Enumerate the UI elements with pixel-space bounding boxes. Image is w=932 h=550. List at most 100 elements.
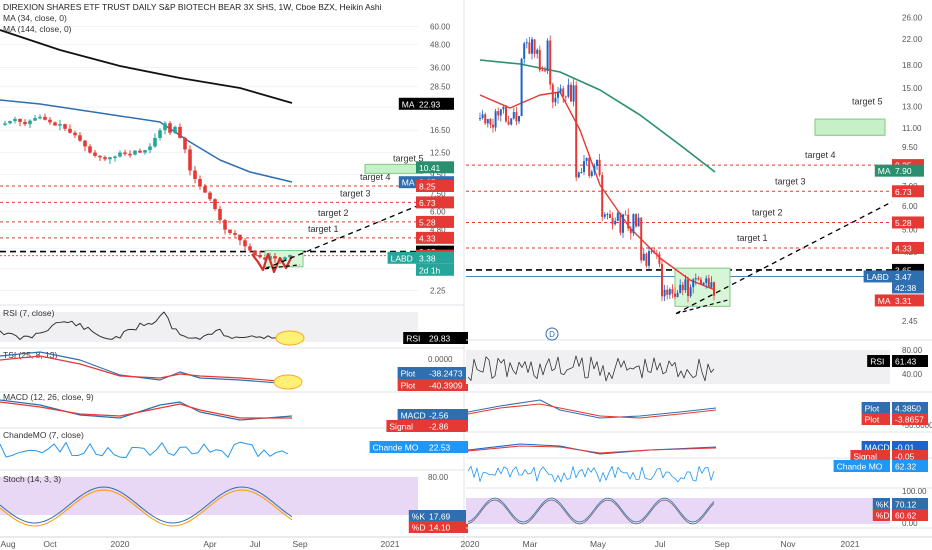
price-tag-name-text: LABD <box>391 253 413 263</box>
candle <box>616 212 619 221</box>
price-tag-label-bg <box>416 196 454 209</box>
candle <box>510 118 513 125</box>
candle <box>549 40 552 85</box>
candle <box>585 157 588 162</box>
candle <box>108 157 112 160</box>
candle <box>223 220 227 230</box>
candle <box>635 214 637 227</box>
pane-label-name-text: RSI <box>870 357 884 367</box>
target-label: target 1 <box>737 233 768 243</box>
candle <box>53 122 57 126</box>
candle <box>689 287 692 297</box>
pane-label-label-text: 29.83 <box>429 334 451 344</box>
pane-label-label-text: -3.8657 <box>895 415 924 425</box>
candle <box>681 284 684 291</box>
candle <box>554 97 557 103</box>
candle <box>492 124 494 128</box>
pane-label-name <box>408 521 426 533</box>
price-tag-label-bg <box>416 161 454 174</box>
candle <box>263 257 267 260</box>
candle <box>601 175 604 217</box>
y-tick-label: 7.50 <box>430 190 446 199</box>
stoch-k-line <box>0 486 293 524</box>
x-tick-label: 2021 <box>381 539 400 549</box>
price-tag-name <box>874 164 892 177</box>
x-tick-label: Sep <box>292 539 307 549</box>
candle <box>533 39 536 54</box>
price-tag-label-text: 8.25 <box>419 182 436 192</box>
y-tick-label: 22.00 <box>902 35 923 44</box>
pane-label-label-bg <box>426 379 468 391</box>
candle <box>559 88 562 93</box>
price-tag-label-bg <box>892 185 924 198</box>
candle <box>208 192 212 200</box>
pane-label-name <box>861 413 890 425</box>
candle <box>658 253 661 264</box>
candle <box>590 171 593 176</box>
price-tag-name <box>398 176 416 189</box>
price-tag-label-text: 4.33 <box>895 243 912 253</box>
x-tick-label: May <box>590 539 607 549</box>
candle <box>544 70 546 72</box>
pane-label-name-text: %D <box>876 511 890 521</box>
pane-label-label-text: 14.10 <box>429 523 451 533</box>
chart-title: DIREXION SHARES ETF TRUST DAILY S&P BIOT… <box>3 2 382 12</box>
trend-line <box>264 264 301 270</box>
target-5-box <box>814 118 886 136</box>
pane-label-name-text: %K <box>876 500 890 510</box>
candle <box>611 217 614 225</box>
pane-label-label-text: -2.56 <box>429 411 449 421</box>
pane-label-name-text: Plot <box>865 404 880 414</box>
ma-34-line <box>0 99 293 183</box>
candle <box>178 126 182 138</box>
x-tick-label: Oct <box>43 539 57 549</box>
candle <box>198 179 202 187</box>
y-tick-label: 28.50 <box>430 82 451 91</box>
pane-label-name <box>369 441 426 453</box>
pane-label-label-text: -0.05 <box>895 452 915 462</box>
y-tick-label: 9.50 <box>902 143 918 152</box>
y-tick-label: 48.00 <box>430 40 451 49</box>
pane-title: TSI (25, 8, 13) <box>3 350 57 360</box>
price-tag-label-text: 3.31 <box>895 296 912 306</box>
candle <box>88 146 92 153</box>
candle <box>575 85 578 178</box>
target-label: target 4 <box>805 150 836 160</box>
y-tick-label: 40.00 <box>902 370 923 379</box>
price-tag-label-text: 5.28 <box>419 217 436 227</box>
x-tick-label: Jul <box>250 539 261 549</box>
target-5-box <box>364 163 424 174</box>
candle <box>666 289 669 295</box>
candle <box>570 84 572 102</box>
price-tag-label-text: 3.38 <box>419 253 436 263</box>
candle <box>710 282 713 288</box>
y-tick-label: 4.80 <box>430 226 446 235</box>
candle <box>707 278 710 288</box>
candle <box>253 250 257 255</box>
candle <box>73 132 77 136</box>
price-tag-label-bg <box>892 164 924 177</box>
pane-label-name <box>850 450 890 462</box>
price-tag-label-bg <box>416 263 454 276</box>
y-tick-label: 0.00 <box>902 519 918 528</box>
price-tag-label-text: 22.93 <box>419 99 441 109</box>
candle <box>622 214 624 233</box>
candle <box>33 118 37 121</box>
candle <box>640 217 643 261</box>
candle <box>93 152 97 156</box>
y-tick-label: 0.0000 <box>428 355 453 364</box>
candle <box>153 137 157 147</box>
candle <box>676 293 679 297</box>
candle <box>619 212 622 233</box>
pane-label-label-text: -2.86 <box>429 422 449 432</box>
pane-label-label-bg <box>892 355 928 367</box>
candle <box>705 278 708 283</box>
d-marker-label: D <box>549 330 555 339</box>
price-tag-label-text: 7.90 <box>895 166 912 176</box>
y-tick-label: 15.00 <box>902 84 923 93</box>
price-tag-name <box>387 251 416 264</box>
x-tick-label: Mar <box>523 539 538 549</box>
trend-line <box>675 298 731 315</box>
candle <box>163 123 167 131</box>
candle <box>103 157 107 160</box>
